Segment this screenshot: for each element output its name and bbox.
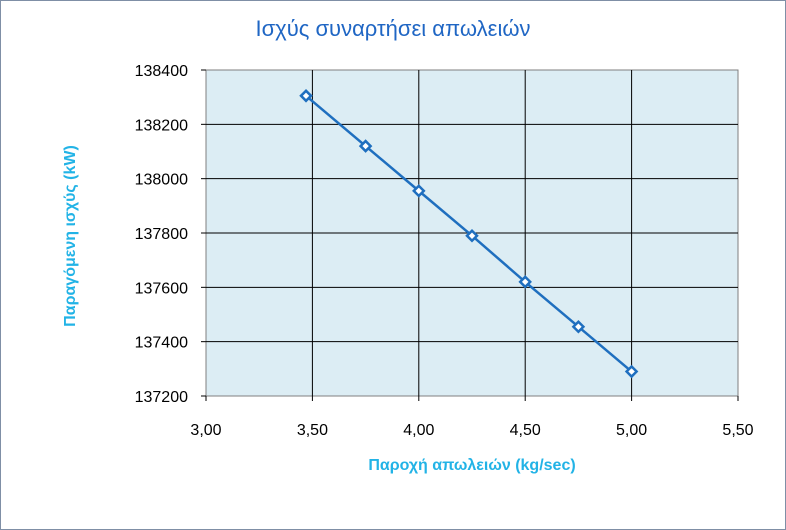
data-point-marker xyxy=(518,275,532,289)
x-axis-label: Παροχή απωλειών (kg/sec) xyxy=(368,457,576,474)
y-tick-label: 137200 xyxy=(135,389,188,406)
y-tick-labels: 137200 137400 137600 137800 138000 138200 1384… xyxy=(135,63,188,406)
data-point-marker xyxy=(358,139,373,153)
y-tick-label: 137600 xyxy=(135,280,188,297)
data-point-marker xyxy=(571,319,586,334)
y-tick-label: 137400 xyxy=(135,335,188,352)
x-tick-label: 4,00 xyxy=(403,422,434,439)
y-tick-label: 137800 xyxy=(135,226,188,243)
y-tick-label: 138200 xyxy=(135,117,188,134)
data-point-marker xyxy=(412,184,426,198)
data-series xyxy=(299,89,639,379)
chart-title: Ισχύς συναρτήσει απωλειών xyxy=(255,16,531,41)
x-tick-label: 4,50 xyxy=(510,422,541,439)
data-point-marker xyxy=(624,364,639,379)
data-point-marker xyxy=(465,228,479,243)
x-tick-labels: 3,00 3,50 4,00 4,50 5,00 5,50 xyxy=(190,422,753,439)
x-tick-label: 5,00 xyxy=(616,422,647,439)
y-tick-label: 138400 xyxy=(135,63,188,80)
x-tick-label: 3,50 xyxy=(297,422,328,439)
y-tick-label: 138000 xyxy=(135,172,188,189)
x-tick-label: 5,50 xyxy=(722,422,753,439)
x-tick-label: 3,00 xyxy=(190,422,221,439)
data-point-marker xyxy=(299,89,313,103)
